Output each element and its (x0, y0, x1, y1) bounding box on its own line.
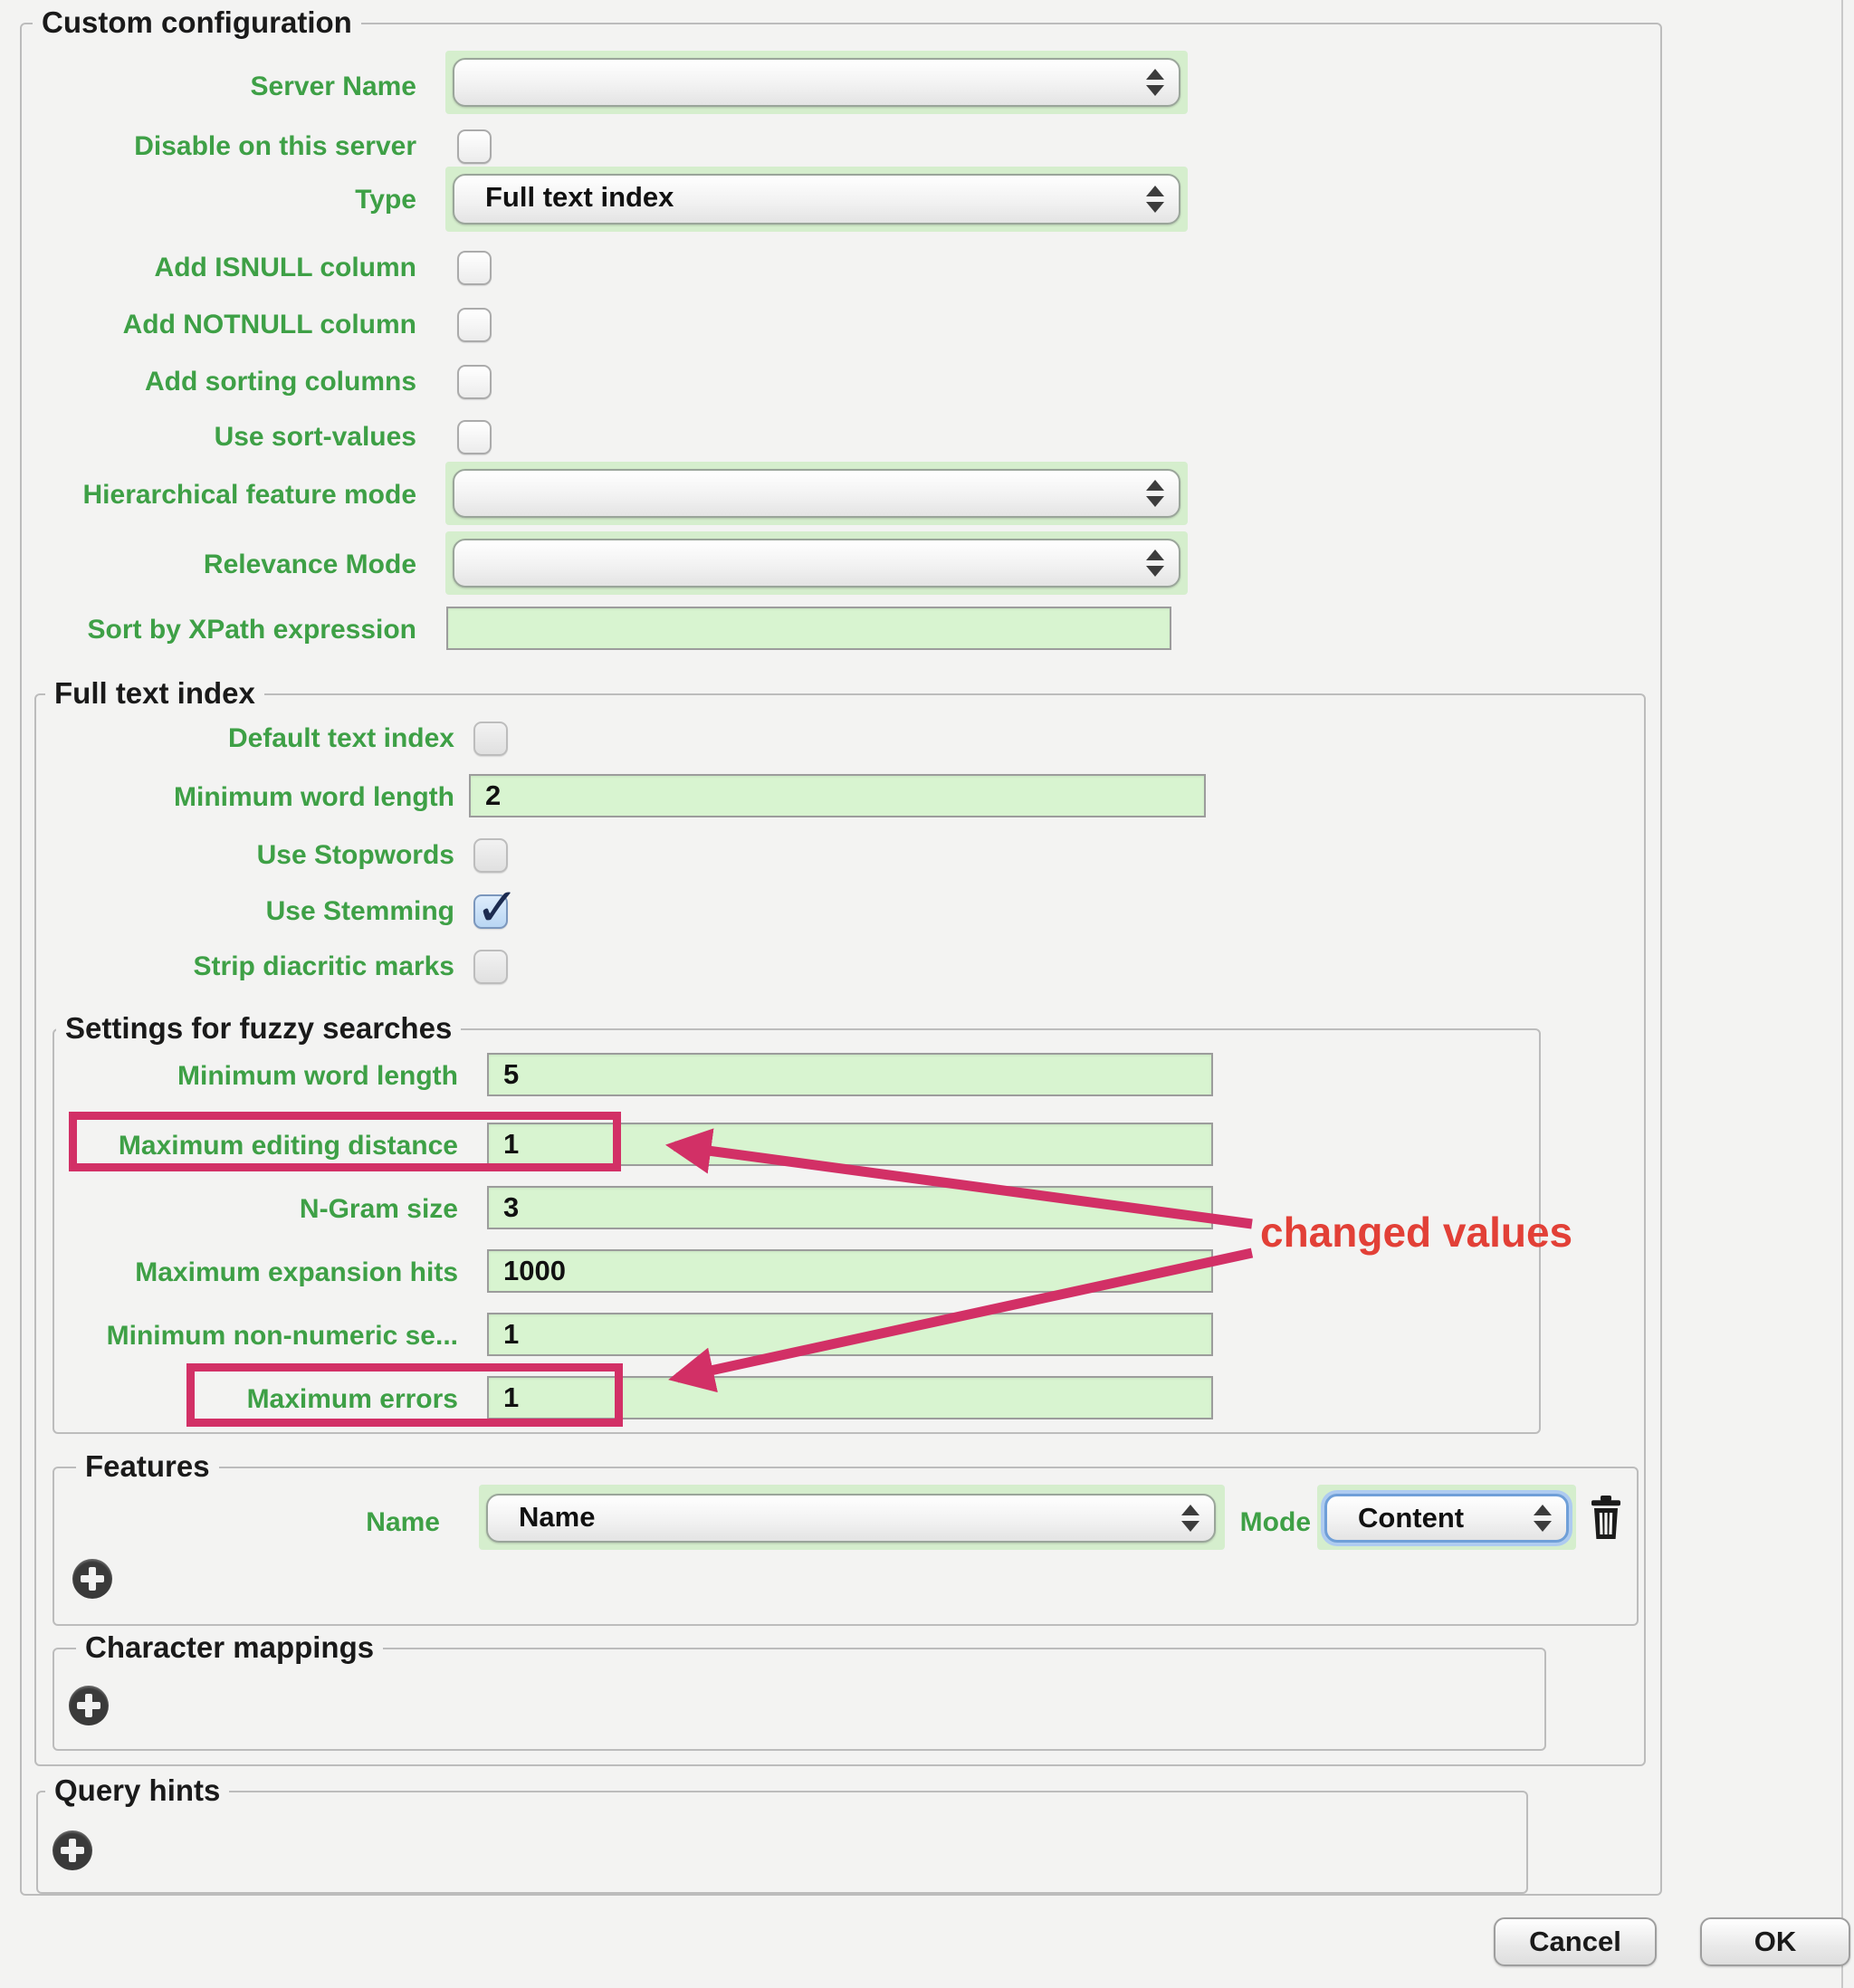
use-stemming-label: Use Stemming (265, 896, 454, 926)
highlight-box-maximum-errors (186, 1363, 623, 1427)
type-label: Type (355, 185, 416, 215)
add-sorting-columns-label: Add sorting columns (145, 367, 416, 397)
fuzzy-minimum-word-length-value: 5 (503, 1058, 520, 1090)
minimum-word-length-value: 2 (485, 779, 502, 811)
server-name-label: Server Name (250, 72, 416, 101)
add-isnull-column-checkbox[interactable] (457, 251, 492, 285)
up-down-arrows-icon (1146, 186, 1164, 213)
n-gram-size-value: 3 (503, 1191, 520, 1223)
cancel-button[interactable]: Cancel (1494, 1917, 1657, 1966)
hierarchical-feature-mode-label: Hierarchical feature mode (82, 480, 416, 510)
add-notnull-column-checkbox[interactable] (457, 308, 492, 342)
feature-name-select[interactable]: Name (486, 1494, 1216, 1543)
default-text-index-label: Default text index (227, 723, 454, 753)
add-notnull-column-label: Add NOTNULL column (122, 310, 416, 339)
query-hints-group (36, 1791, 1528, 1894)
feature-name-label: Name (366, 1507, 440, 1537)
add-character-mapping-icon[interactable] (69, 1686, 109, 1725)
minimum-word-length-input[interactable]: 2 (469, 774, 1206, 817)
ok-button[interactable]: OK (1700, 1917, 1850, 1966)
up-down-arrows-icon (1146, 69, 1164, 96)
trash-icon[interactable] (1586, 1496, 1626, 1541)
maximum-errors-value: 1 (503, 1381, 520, 1413)
add-isnull-column-label: Add ISNULL column (154, 253, 416, 282)
character-mappings-group (53, 1648, 1546, 1751)
custom-configuration-legend: Custom configuration (33, 5, 361, 41)
strip-diacritic-marks-label: Strip diacritic marks (193, 951, 454, 981)
sort-by-xpath-input[interactable] (446, 607, 1171, 650)
highlight-box-maximum-editing-distance (69, 1112, 621, 1171)
fuzzy-settings-legend: Settings for fuzzy searches (56, 1010, 462, 1047)
add-query-hint-icon[interactable] (53, 1830, 92, 1870)
maximum-errors-label: Maximum errors (246, 1384, 458, 1414)
use-stopwords-label: Use Stopwords (256, 840, 454, 870)
sort-by-xpath-label: Sort by XPath expression (87, 615, 416, 645)
minimum-non-numeric-label: Minimum non-numeric se... (106, 1321, 458, 1351)
maximum-expansion-hits-value: 1000 (503, 1255, 566, 1286)
relevance-mode-select[interactable] (453, 539, 1180, 588)
feature-mode-label: Mode (1239, 1507, 1311, 1537)
window-right-border (1841, 0, 1843, 1988)
minimum-word-length-label: Minimum word length (174, 782, 454, 812)
checkmark-icon: ✓ (475, 878, 520, 937)
features-legend: Features (76, 1448, 219, 1485)
minimum-non-numeric-value: 1 (503, 1318, 520, 1350)
use-stopwords-checkbox[interactable] (473, 838, 508, 873)
feature-name-value: Name (519, 1501, 596, 1533)
up-down-arrows-icon (1146, 550, 1164, 577)
feature-mode-select[interactable]: Content (1324, 1494, 1569, 1543)
maximum-editing-distance-value: 1 (503, 1128, 520, 1160)
maximum-expansion-hits-input[interactable]: 1000 (487, 1249, 1213, 1293)
full-text-index-legend: Full text index (45, 675, 264, 712)
server-name-select[interactable] (453, 58, 1180, 107)
n-gram-size-label: N-Gram size (299, 1194, 458, 1224)
add-sorting-columns-checkbox[interactable] (457, 365, 492, 399)
fuzzy-minimum-word-length-input[interactable]: 5 (487, 1053, 1213, 1096)
maximum-editing-distance-label: Maximum editing distance (118, 1131, 458, 1161)
changed-values-annotation: changed values (1260, 1209, 1573, 1256)
relevance-mode-label: Relevance Mode (203, 550, 416, 579)
maximum-expansion-hits-label: Maximum expansion hits (135, 1257, 458, 1287)
add-feature-icon[interactable] (72, 1559, 112, 1599)
custom-configuration-group (20, 23, 1662, 1896)
use-stemming-checkbox[interactable]: ✓ (473, 878, 520, 937)
disable-on-this-server-checkbox[interactable] (457, 129, 492, 164)
query-hints-legend: Query hints (45, 1773, 230, 1809)
use-sort-values-label: Use sort-values (214, 422, 416, 452)
fuzzy-settings-group (53, 1028, 1541, 1434)
character-mappings-legend: Character mappings (76, 1630, 384, 1666)
type-value: Full text index (485, 181, 674, 213)
full-text-index-group (34, 693, 1646, 1766)
use-sort-values-checkbox[interactable] (457, 420, 492, 454)
default-text-index-checkbox[interactable] (473, 722, 508, 756)
n-gram-size-input[interactable]: 3 (487, 1186, 1213, 1229)
strip-diacritic-marks-checkbox[interactable] (473, 950, 508, 984)
feature-mode-value: Content (1358, 1502, 1465, 1534)
up-down-arrows-icon (1534, 1505, 1552, 1532)
disable-on-this-server-label: Disable on this server (134, 131, 416, 161)
type-select[interactable]: Full text index (453, 174, 1180, 225)
up-down-arrows-icon (1146, 480, 1164, 507)
up-down-arrows-icon (1181, 1505, 1199, 1532)
features-group (53, 1467, 1639, 1626)
minimum-non-numeric-input[interactable]: 1 (487, 1313, 1213, 1356)
maximum-errors-input[interactable]: 1 (487, 1376, 1213, 1419)
hierarchical-feature-mode-select[interactable] (453, 469, 1180, 518)
fuzzy-minimum-word-length-label: Minimum word length (177, 1061, 458, 1091)
